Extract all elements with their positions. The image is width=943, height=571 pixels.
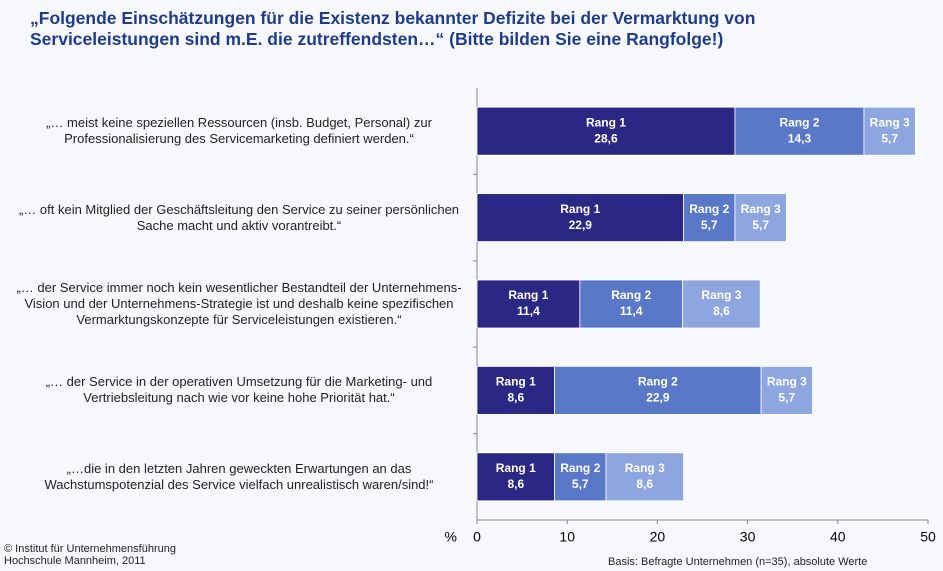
segment-name: Rang 2 <box>611 288 651 302</box>
category-label: „… der Service in der operativen Umsetzu… <box>45 374 433 406</box>
data-label: 28,6 <box>594 131 618 145</box>
segment-name: Rang 1 <box>560 202 600 216</box>
bar-segment <box>476 452 555 502</box>
data-label: 22,9 <box>569 218 593 232</box>
category-label: „… oft kein Mitglied der Geschäftsleitun… <box>18 201 460 233</box>
chart-title: „Folgende Einschätzungen für die Existen… <box>30 8 756 49</box>
category-label: „… meist keine speziellen Ressourcen (in… <box>46 115 432 147</box>
data-label: 5,7 <box>701 218 718 232</box>
segment-name: Rang 2 <box>560 461 600 475</box>
x-tick-label: 0 <box>473 529 481 545</box>
x-axis-label: % <box>445 529 457 545</box>
segment-name: Rang 3 <box>870 115 910 129</box>
data-label: 5,7 <box>881 131 898 145</box>
data-label: 11,4 <box>517 304 540 318</box>
footer-left: © Institut für Unternehmensführung Hochs… <box>4 543 176 567</box>
bar-segment <box>683 193 736 243</box>
footer-line: © Institut für Unternehmensführung <box>4 543 176 555</box>
segment-name: Rang 3 <box>767 375 807 389</box>
segment-name: Rang 2 <box>638 375 678 389</box>
bar-segment <box>476 193 684 243</box>
data-label: 11,4 <box>620 304 643 318</box>
x-tick-label: 40 <box>830 529 846 545</box>
segment-name: Rang 1 <box>508 288 548 302</box>
data-label: 8,6 <box>507 477 524 491</box>
bar-segment <box>476 279 581 329</box>
data-label: 8,6 <box>636 477 653 491</box>
bar-segment <box>476 365 555 415</box>
bar-segment <box>863 106 916 156</box>
bar-segment <box>605 452 684 502</box>
segment-name: Rang 1 <box>586 115 626 129</box>
segment-name: Rang 1 <box>496 375 536 389</box>
segment-name: Rang 3 <box>625 461 665 475</box>
bar-segment <box>554 365 762 415</box>
data-label: 8,6 <box>713 304 730 318</box>
data-label: 5,7 <box>752 218 769 232</box>
data-label: 22,9 <box>646 391 670 405</box>
bar-segment <box>760 365 813 415</box>
segment-name: Rang 3 <box>701 288 741 302</box>
data-label: 5,7 <box>572 477 589 491</box>
data-label: 5,7 <box>778 391 795 405</box>
bar-segment <box>579 279 684 329</box>
segment-name: Rang 2 <box>689 202 729 216</box>
footer-line: Hochschule Mannheim, 2011 <box>4 555 146 567</box>
data-label: 14,3 <box>788 131 812 145</box>
segment-name: Rang 1 <box>496 461 536 475</box>
bar-segment <box>554 452 607 502</box>
category-label: „…die in den letzten Jahren geweckten Er… <box>44 460 434 492</box>
footer-right: Basis: Befragte Unternehmen (n=35), abso… <box>608 556 868 568</box>
x-tick-label: 10 <box>559 529 575 545</box>
x-tick-label: 50 <box>920 529 936 545</box>
category-label: „… der Service immer noch kein wesentlic… <box>16 280 462 327</box>
segment-name: Rang 2 <box>779 115 819 129</box>
bar-segment <box>734 106 865 156</box>
segment-name: Rang 3 <box>741 202 781 216</box>
bar-segment <box>682 279 761 329</box>
x-tick-label: 30 <box>740 529 756 545</box>
bar-segment <box>734 193 787 243</box>
bar-segment <box>476 106 736 156</box>
data-label: 8,6 <box>507 391 524 405</box>
x-tick-label: 20 <box>650 529 666 545</box>
